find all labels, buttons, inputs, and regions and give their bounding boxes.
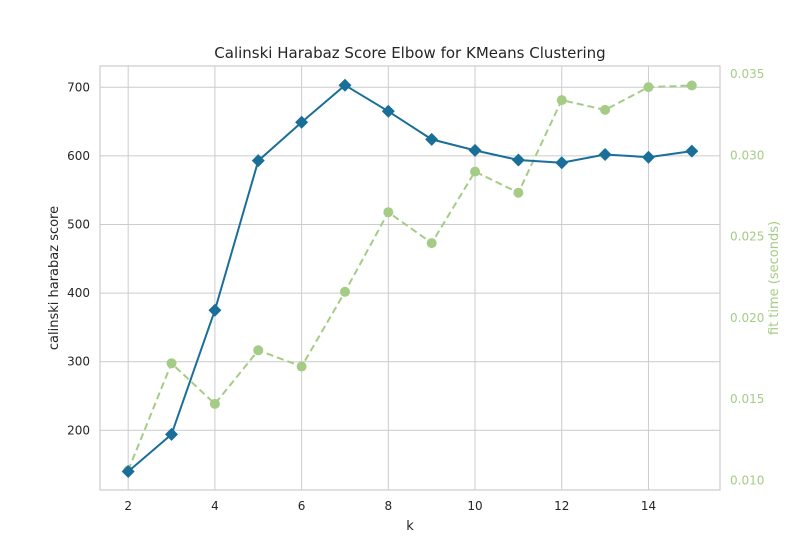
y-tick-label: 600	[67, 149, 90, 163]
fit-time-point	[339, 286, 350, 297]
y2-tick-label: 0.025	[730, 230, 764, 244]
score-point	[381, 104, 395, 118]
score-point	[468, 143, 482, 157]
fit-time-point	[253, 345, 264, 356]
tick-labels: 2 4 6 8 10 12 14 200 300 400 500 600 700 0.010 0.015 0.…	[67, 67, 764, 513]
y2-tick-label: 0.015	[730, 392, 764, 406]
score-point	[641, 150, 655, 164]
y-tick-label: 400	[67, 286, 90, 300]
fit-time-point	[686, 80, 697, 91]
score-point	[121, 464, 135, 478]
score-point	[685, 144, 699, 158]
chart-title: Calinski Harabaz Score Elbow for KMeans …	[214, 44, 605, 62]
x-tick-label: 14	[641, 499, 656, 513]
y-tick-label: 700	[67, 80, 90, 94]
grid	[100, 66, 720, 490]
score-series	[121, 78, 699, 478]
y2-tick-label: 0.030	[730, 148, 764, 162]
x-tick-label: 10	[467, 499, 482, 513]
series-layer	[121, 78, 699, 478]
x-axis-label: k	[406, 519, 414, 534]
score-point	[165, 427, 179, 441]
x-tick-label: 8	[385, 499, 393, 513]
x-tick-label: 12	[554, 499, 569, 513]
x-tick-label: 2	[124, 499, 132, 513]
score-point	[251, 154, 265, 168]
y2-tick-label: 0.035	[730, 67, 764, 81]
score-point	[295, 115, 309, 129]
fit-time-point	[470, 166, 481, 177]
x-tick-label: 6	[298, 499, 306, 513]
score-point	[338, 78, 352, 92]
plot-frame	[99, 65, 721, 491]
y-axis-label: calinski harabaz score	[47, 206, 62, 350]
x-tick-label: 4	[211, 499, 219, 513]
score-line	[127, 83, 692, 473]
fit-time-series	[123, 80, 697, 476]
fit-time-point	[209, 398, 220, 409]
fit-time-point	[296, 361, 307, 372]
y-tick-label: 200	[67, 423, 90, 437]
score-point	[425, 132, 439, 146]
y2-tick-label: 0.020	[730, 311, 764, 325]
score-point	[598, 148, 612, 162]
score-point	[208, 303, 222, 317]
y-tick-label: 500	[67, 217, 90, 231]
score-point	[555, 156, 569, 170]
score-point	[511, 153, 525, 167]
y2-axis-label: fit time (seconds)	[767, 221, 782, 335]
y2-tick-label: 0.010	[730, 473, 764, 487]
fit-time-line	[127, 84, 692, 471]
fit-time-point	[513, 187, 524, 198]
fit-time-point	[643, 82, 654, 93]
fit-time-point	[426, 238, 437, 249]
y-tick-label: 300	[67, 355, 90, 369]
fit-time-point	[383, 207, 394, 218]
fit-time-point	[166, 358, 177, 369]
fit-time-point	[600, 104, 611, 115]
fit-time-point	[556, 95, 567, 106]
